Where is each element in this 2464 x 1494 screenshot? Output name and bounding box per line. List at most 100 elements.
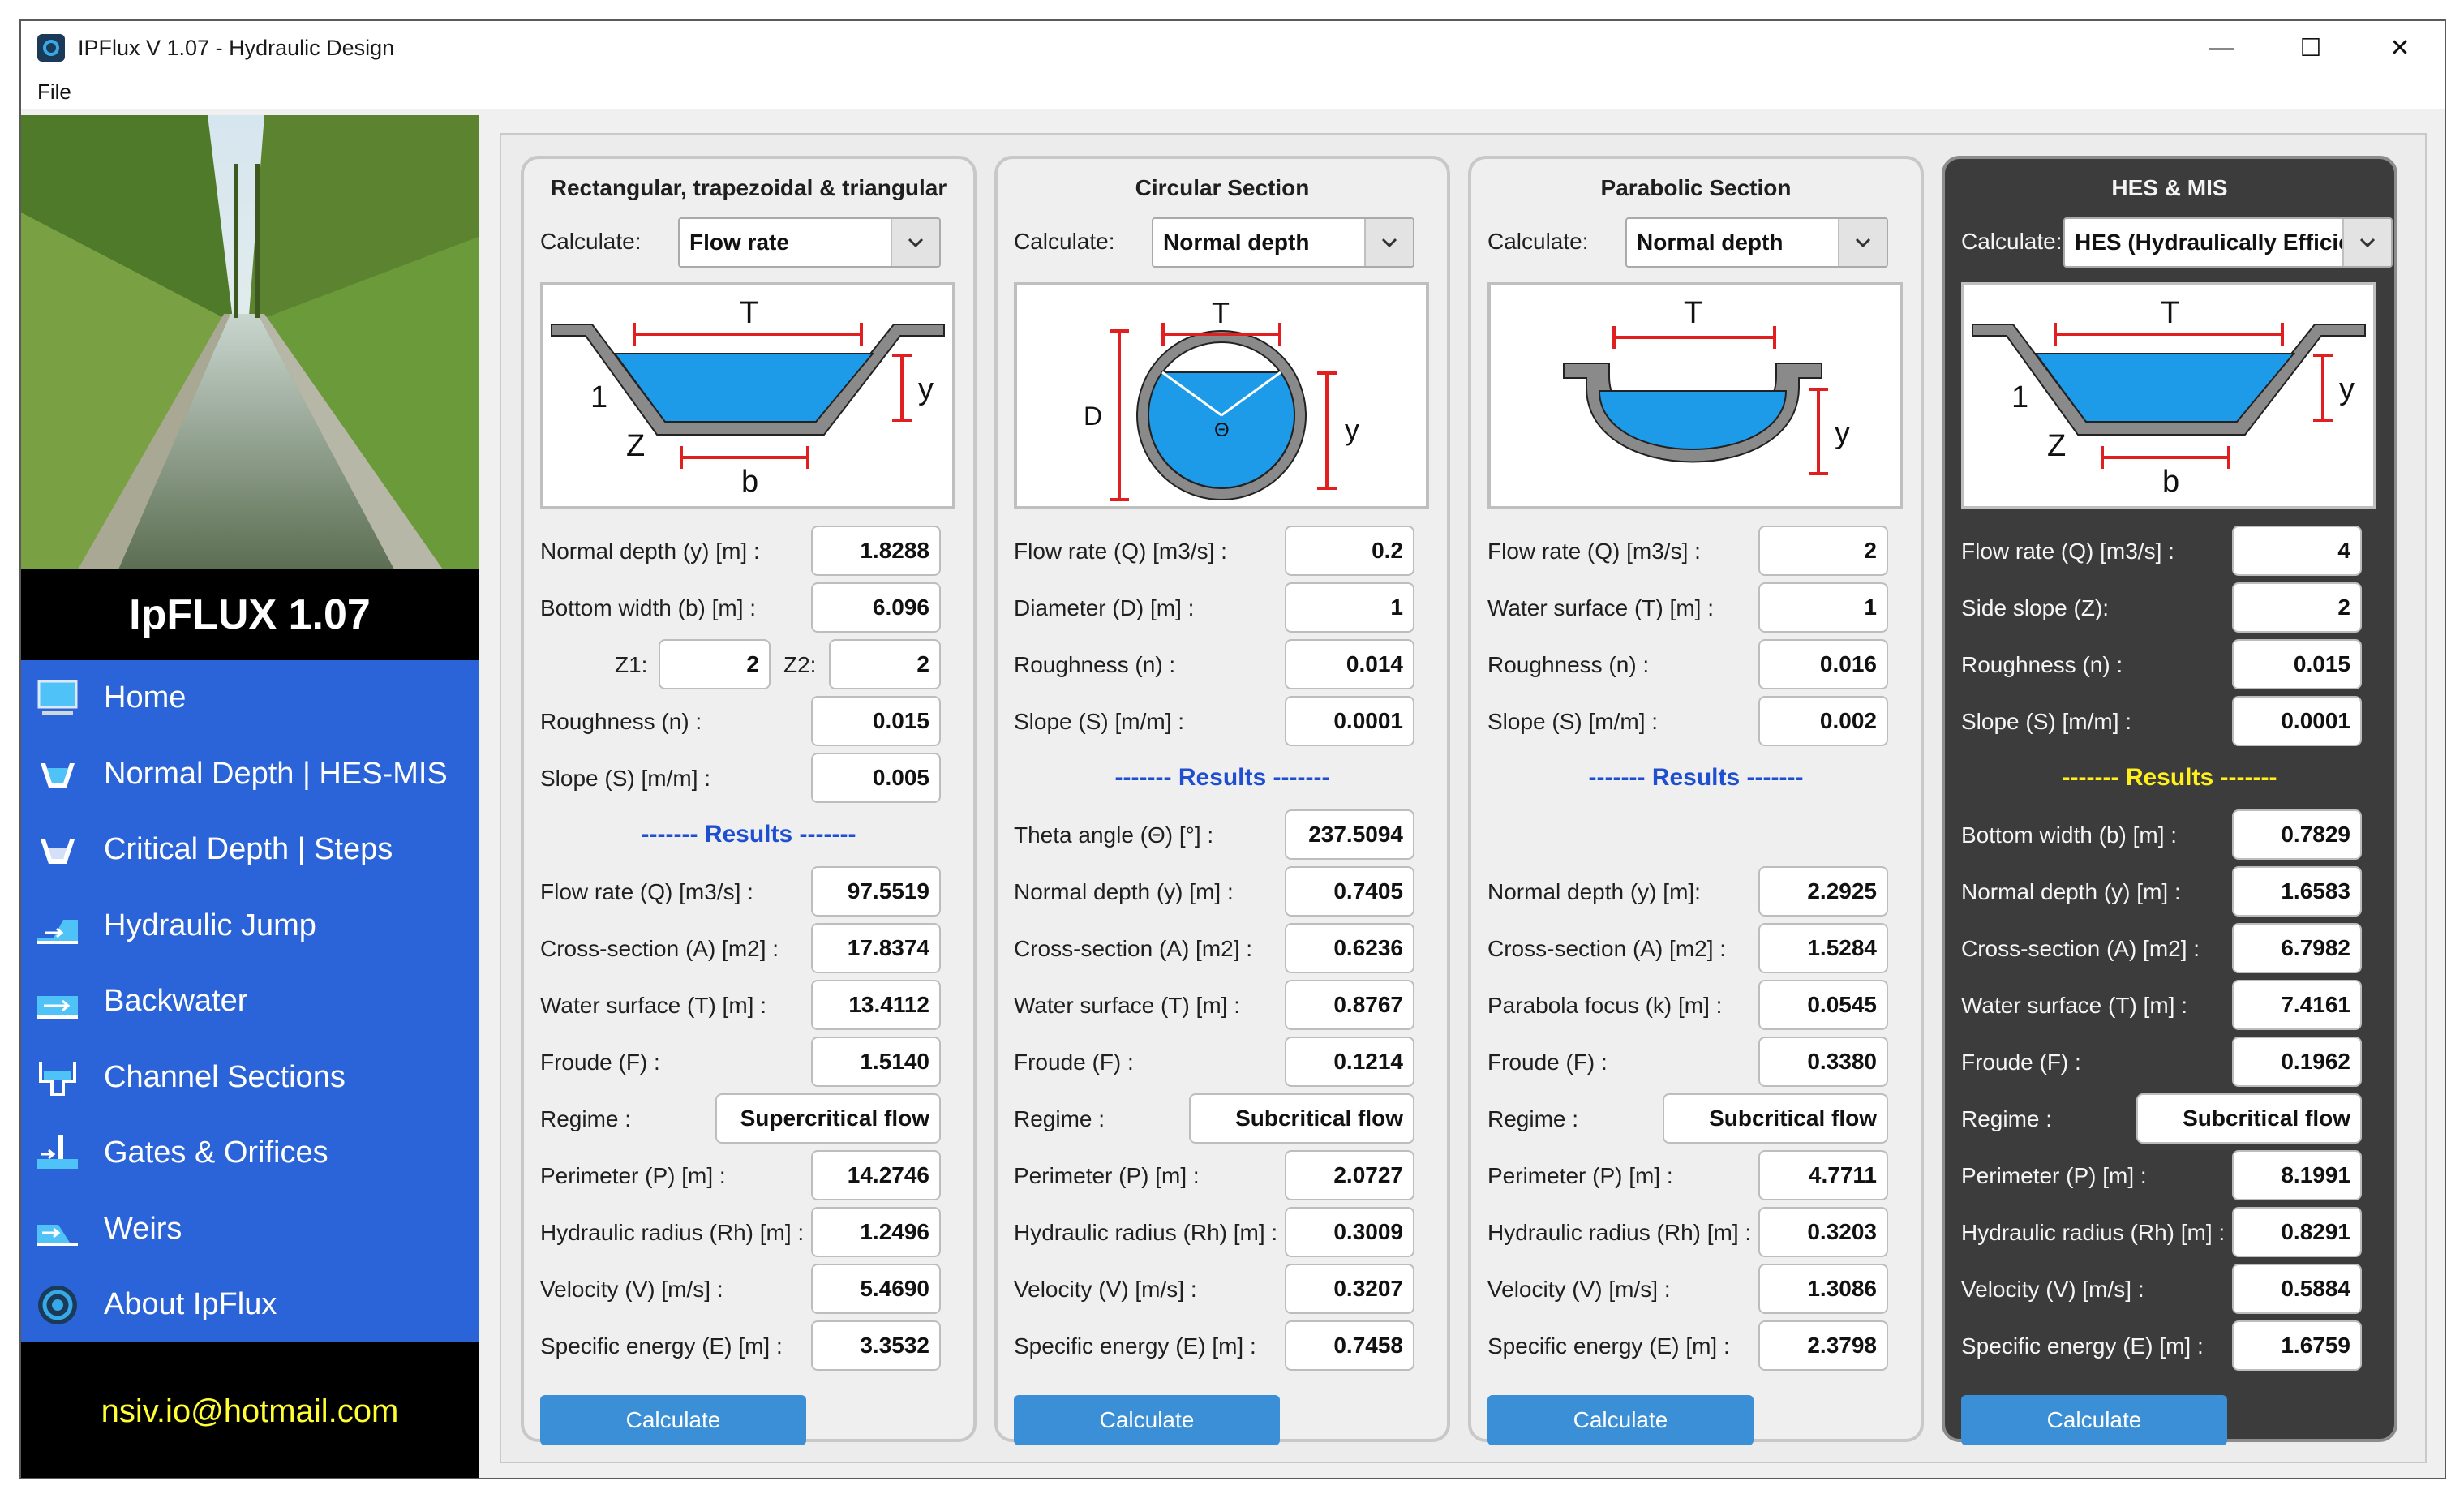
normal-depth-output: 0.7405 [1285, 866, 1414, 917]
calculate-select[interactable]: Normal depth [1625, 217, 1888, 268]
sidebar-item-about[interactable]: About IpFlux [21, 1267, 479, 1343]
sidebar: IpFLUX 1.07 Home Normal Depth | HES-MIS … [21, 115, 479, 1478]
flow-rate-input[interactable]: 4 [2232, 526, 2362, 576]
maximize-button[interactable]: ☐ [2299, 34, 2322, 62]
velocity-label: Velocity (V) [m/s] : [1014, 1277, 1197, 1302]
specific-energy-output: 3.3532 [811, 1320, 941, 1371]
canal-photo [21, 115, 479, 569]
cross-section-label: Cross-section (A) [m2] : [1014, 936, 1253, 961]
calculate-button[interactable]: Calculate [540, 1395, 806, 1445]
velocity-output: 0.5884 [2232, 1264, 2362, 1314]
normal-depth-label: Normal depth (y) [m]: [1487, 879, 1701, 904]
normal-depth-input[interactable]: 1.8288 [811, 526, 941, 576]
roughness-input[interactable]: 0.015 [811, 696, 941, 746]
calculate-button[interactable]: Calculate [1487, 1395, 1754, 1445]
diagram-label-t: T [1684, 296, 1702, 330]
calculate-button[interactable]: Calculate [1014, 1395, 1280, 1445]
sidebar-item-critical-depth[interactable]: Critical Depth | Steps [21, 812, 479, 888]
diameter-input[interactable]: 1 [1285, 582, 1414, 633]
sidebar-item-label: Weirs [104, 1211, 182, 1246]
sidebar-item-label: Backwater [104, 984, 248, 1019]
bottom-width-input[interactable]: 6.096 [811, 582, 941, 633]
flow-rate-label: Flow rate (Q) [m3/s] : [1961, 539, 2174, 564]
calculate-label: Calculate: [1961, 229, 2063, 254]
slope-input[interactable]: 0.0001 [2232, 696, 2362, 746]
panel-parabolic: Parabolic Section Calculate: Normal dept… [1468, 156, 1924, 1445]
hydraulic-radius-label: Hydraulic radius (Rh) [m] : [1014, 1220, 1278, 1245]
cross-section-label: Cross-section (A) [m2] : [1961, 936, 2200, 961]
velocity-label: Velocity (V) [m/s] : [540, 1277, 723, 1302]
slope-label: Slope (S) [m/m] : [1487, 709, 1659, 734]
hydraulic-radius-label: Hydraulic radius (Rh) [m] : [1487, 1220, 1752, 1245]
close-button[interactable]: ✕ [2389, 34, 2410, 62]
flow-rate-input[interactable]: 2 [1758, 526, 1888, 576]
backwater-icon [34, 978, 81, 1025]
diagram-label-b: b [741, 465, 758, 499]
roughness-input[interactable]: 0.016 [1758, 639, 1888, 689]
perimeter-output: 2.0727 [1285, 1150, 1414, 1200]
channel-section-icon [34, 750, 81, 797]
sidebar-item-gates[interactable]: Gates & Orifices [21, 1115, 479, 1191]
sidebar-item-backwater[interactable]: Backwater [21, 964, 479, 1040]
panel-title: Rectangular, trapezoidal & triangular [550, 175, 947, 200]
sidebar-item-home[interactable]: Home [21, 660, 479, 736]
menu-bar: File [21, 75, 2445, 109]
regime-output: Supercritical flow [715, 1093, 941, 1144]
calculate-label: Calculate: [1487, 229, 1589, 254]
app-brand: IpFLUX 1.07 [21, 569, 479, 660]
slope-input[interactable]: 0.0001 [1285, 696, 1414, 746]
roughness-label: Roughness (n) : [1961, 652, 2123, 677]
calculate-label: Calculate: [540, 229, 642, 254]
flow-rate-input[interactable]: 0.2 [1285, 526, 1414, 576]
channel-sections-icon [34, 1054, 81, 1101]
diagram-label-theta: Θ [1214, 419, 1230, 441]
perimeter-output: 8.1991 [2232, 1150, 2362, 1200]
perimeter-output: 14.2746 [811, 1150, 941, 1200]
calculate-select[interactable]: HES (Hydraulically Efficie [2063, 217, 2393, 268]
app-window: IPFlux V 1.07 - Hydraulic Design — ☐ ✕ F… [19, 19, 2446, 1479]
bottom-width-label: Bottom width (b) [m] : [540, 595, 757, 620]
perimeter-label: Perimeter (P) [m] : [1961, 1163, 2147, 1188]
flow-rate-label: Flow rate (Q) [m3/s] : [1014, 539, 1227, 564]
z1-label: Z1: [615, 652, 648, 677]
z1-input[interactable]: 2 [659, 639, 771, 689]
cross-section-label: Cross-section (A) [m2] : [1487, 936, 1727, 961]
sidebar-item-normal-depth[interactable]: Normal Depth | HES-MIS [21, 736, 479, 813]
slope-input[interactable]: 0.002 [1758, 696, 1888, 746]
side-slope-input[interactable]: 2 [2232, 582, 2362, 633]
sidebar-item-channel-sections[interactable]: Channel Sections [21, 1040, 479, 1116]
minimize-button[interactable]: — [2209, 34, 2234, 61]
normal-depth-label: Normal depth (y) [m] : [1014, 879, 1234, 904]
calculate-select[interactable]: Normal depth [1152, 217, 1414, 268]
roughness-input[interactable]: 0.015 [2232, 639, 2362, 689]
calculate-select[interactable]: Flow rate [678, 217, 941, 268]
froude-output: 0.1214 [1285, 1037, 1414, 1087]
results-heading: ------- Results ------- [2062, 764, 2277, 791]
z2-label: Z2: [783, 652, 817, 677]
roughness-input[interactable]: 0.014 [1285, 639, 1414, 689]
weir-icon [34, 1205, 81, 1252]
froude-label: Froude (F) : [1961, 1050, 2081, 1075]
specific-energy-output: 2.3798 [1758, 1320, 1888, 1371]
diagram-label-b: b [2162, 465, 2179, 499]
title-bar[interactable]: IPFlux V 1.07 - Hydraulic Design — ☐ ✕ [21, 21, 2445, 75]
slope-input[interactable]: 0.005 [811, 753, 941, 803]
perimeter-label: Perimeter (P) [m] : [1014, 1163, 1200, 1188]
circular-diagram: T D Θ y [1014, 282, 1429, 509]
water-surface-output: 13.4112 [811, 980, 941, 1030]
sidebar-item-hydraulic-jump[interactable]: Hydraulic Jump [21, 888, 479, 964]
calculate-select-value: HES (Hydraulically Efficie [2075, 230, 2351, 255]
roughness-label: Roughness (n) : [1014, 652, 1176, 677]
water-surface-input[interactable]: 1 [1758, 582, 1888, 633]
menu-file[interactable]: File [37, 79, 71, 104]
z2-input[interactable]: 2 [829, 639, 941, 689]
sidebar-item-weirs[interactable]: Weirs [21, 1191, 479, 1268]
regime-label: Regime : [1961, 1106, 2053, 1131]
cross-section-output: 17.8374 [811, 923, 941, 973]
calculate-button[interactable]: Calculate [1961, 1395, 2227, 1445]
trapezoidal-diagram: T y 1 Z b [540, 282, 955, 509]
calculate-select-value: Normal depth [1637, 230, 1784, 255]
cross-section-label: Cross-section (A) [m2] : [540, 936, 779, 961]
flow-rate-label: Flow rate (Q) [m3/s] : [1487, 539, 1701, 564]
water-surface-label: Water surface (T) [m] : [540, 993, 766, 1018]
